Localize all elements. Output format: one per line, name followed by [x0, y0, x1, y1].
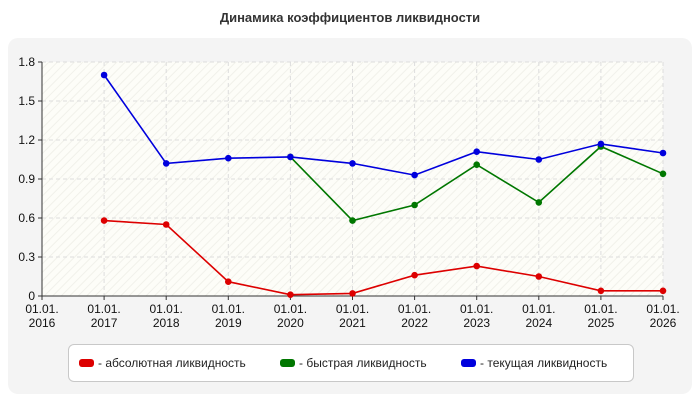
- x-tick-label: 2016: [29, 316, 56, 330]
- legend-item-quick: - быстрая ликвидность: [280, 355, 427, 371]
- y-tick-label: 1.5: [18, 94, 35, 108]
- data-point: [411, 201, 418, 209]
- x-tick-label: 01.01.: [150, 302, 183, 316]
- x-tick-label: 01.01.: [398, 302, 431, 316]
- x-tick-label: 2026: [650, 316, 677, 330]
- data-point: [659, 287, 667, 295]
- data-point: [225, 278, 232, 286]
- x-tick-label: 2020: [277, 316, 304, 330]
- data-point: [535, 199, 543, 206]
- data-point: [659, 149, 667, 157]
- y-tick-label: 1.8: [18, 55, 35, 69]
- legend-item-absolute: - абсолютная ликвидность: [79, 355, 246, 371]
- x-tick-label: 01.01.: [87, 302, 120, 316]
- data-point: [162, 221, 170, 228]
- x-tick-label: 01.01.: [212, 302, 245, 316]
- data-point: [411, 171, 418, 179]
- x-tick-label: 2024: [525, 316, 552, 330]
- data-point: [349, 217, 356, 224]
- data-point: [162, 160, 170, 167]
- x-tick-label: 01.01.: [274, 302, 307, 316]
- data-point: [473, 262, 481, 270]
- legend-swatch-absolute: [79, 359, 94, 367]
- legend-label-quick: - быстрая ликвидность: [299, 356, 427, 370]
- chart-title: Динамика коэффициентов ликвидности: [219, 10, 481, 25]
- x-tick-label: 01.01.: [522, 302, 555, 316]
- x-tick-label: 01.01.: [336, 302, 369, 316]
- axes: 00.30.60.91.21.51.801.01.201601.01.20170…: [18, 55, 679, 330]
- x-tick-label: 01.01.: [584, 302, 617, 316]
- data-point: [535, 156, 543, 163]
- y-tick-label: 0.3: [18, 250, 35, 264]
- data-point: [100, 217, 108, 224]
- data-point: [287, 153, 294, 161]
- x-tick-label: 01.01.: [646, 302, 679, 316]
- y-tick-label: 0.6: [18, 211, 35, 225]
- legend-swatch-quick: [280, 359, 295, 367]
- y-tick-label: 0.9: [18, 172, 35, 186]
- data-point: [597, 287, 605, 295]
- grid: [42, 61, 664, 296]
- x-tick-label: 01.01.: [460, 302, 493, 316]
- data-point: [287, 291, 294, 299]
- data-point: [349, 160, 356, 167]
- y-tick-label: 0: [28, 289, 35, 303]
- x-tick-label: 2017: [91, 316, 118, 330]
- x-tick-label: 01.01.: [25, 302, 58, 316]
- data-point: [473, 148, 481, 155]
- legend: - абсолютная ликвидность - быстрая ликви…: [68, 344, 634, 382]
- x-tick-label: 2021: [339, 316, 366, 330]
- data-point: [225, 154, 232, 162]
- legend-label-current: - текущая ликвидность: [480, 356, 608, 370]
- legend-label-absolute: - абсолютная ликвидность: [98, 356, 246, 370]
- data-point: [535, 273, 543, 280]
- x-tick-label: 2023: [463, 316, 490, 330]
- series-line-2: [103, 74, 664, 176]
- data-point: [411, 271, 418, 279]
- x-tick-label: 2022: [401, 316, 428, 330]
- x-tick-label: 2019: [215, 316, 242, 330]
- data-point: [659, 170, 667, 178]
- x-tick-label: 2018: [153, 316, 180, 330]
- x-tick-label: 2025: [588, 316, 615, 330]
- series-lines: [100, 71, 667, 299]
- y-tick-label: 1.2: [18, 133, 35, 147]
- data-point: [100, 71, 108, 79]
- data-point: [349, 290, 356, 297]
- legend-item-current: - текущая ликвидность: [461, 355, 607, 371]
- data-point: [597, 140, 605, 148]
- data-point: [473, 161, 481, 168]
- series-line-0: [104, 219, 663, 296]
- legend-swatch-current: [461, 359, 476, 367]
